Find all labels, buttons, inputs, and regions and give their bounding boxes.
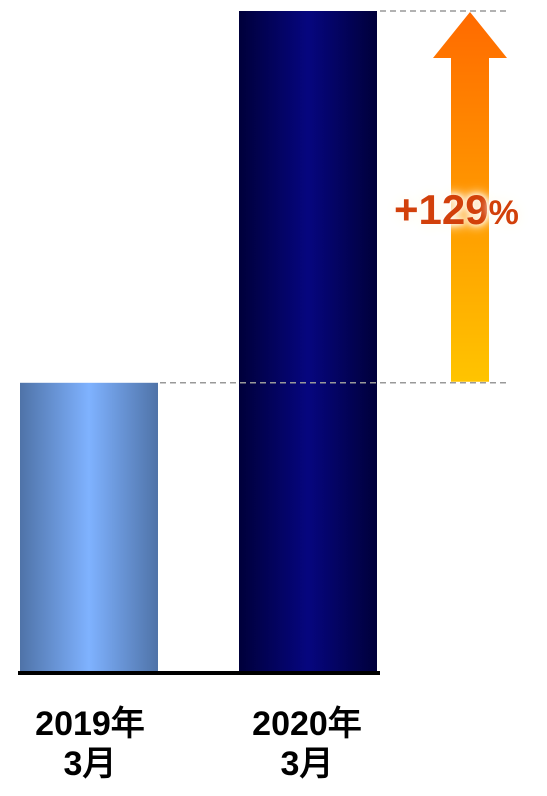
- bar-2020: [239, 11, 377, 671]
- bar-2019: [20, 382, 158, 671]
- bars: [20, 11, 377, 671]
- change-value: +129: [394, 186, 489, 233]
- increase-arrow-shape: [433, 12, 507, 382]
- increase-arrow: [433, 12, 507, 382]
- category-label-2020: 2020年 3月: [252, 705, 362, 783]
- change-percent-sign: %: [488, 194, 519, 232]
- change-annotation: +129%: [394, 186, 519, 234]
- category-label-2019: 2019年 3月: [35, 705, 145, 783]
- guide-lines: [160, 10, 510, 384]
